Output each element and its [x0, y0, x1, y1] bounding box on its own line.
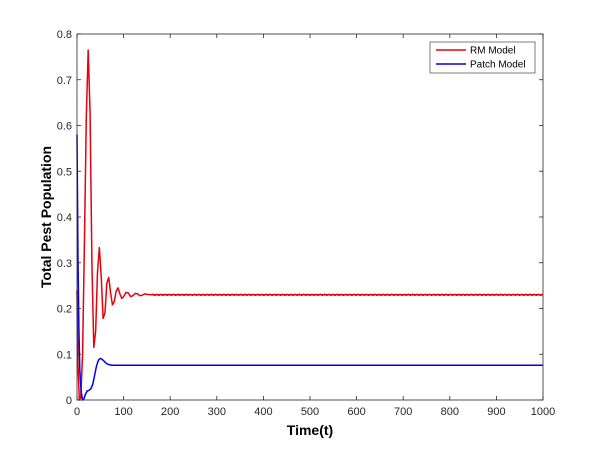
y-tick-label: 0.2 — [57, 304, 72, 316]
plot-frame — [76, 33, 544, 401]
legend-box — [429, 41, 536, 74]
y-tick-label: 0 — [66, 395, 72, 407]
y-tick-label: 0.4 — [57, 212, 72, 224]
legend: RM Model Patch Model — [429, 41, 536, 74]
x-tick-label: 500 — [301, 406, 319, 418]
x-tick-label: 100 — [114, 406, 132, 418]
x-tick-label: 700 — [394, 406, 412, 418]
x-tick-label: 400 — [254, 406, 272, 418]
x-axis-title: Time(t) — [287, 422, 333, 438]
x-tick-label: 0 — [74, 406, 80, 418]
series-line-rm-model-oscillation — [151, 293, 543, 296]
tick-layer: 0 100 200 300 400 500 600 700 800 900 1000 0 0.1 0.2 0… — [57, 29, 556, 418]
x-tick-label: 600 — [347, 406, 365, 418]
x-tick-label: 900 — [487, 406, 505, 418]
y-tick-label: 0.5 — [57, 166, 72, 178]
legend-label-patch-model: Patch Model — [470, 60, 526, 71]
y-axis-title: Total Pest Population — [38, 146, 54, 288]
y-tick-label: 0.7 — [57, 75, 72, 87]
y-tick-label: 0.1 — [57, 349, 72, 361]
x-tick-label: 300 — [208, 406, 226, 418]
x-tick-label: 200 — [161, 406, 179, 418]
y-tick-label: 0.3 — [57, 258, 72, 270]
plot-area — [77, 34, 543, 400]
x-tick-label: 1000 — [531, 406, 555, 418]
x-tick-label: 800 — [441, 406, 459, 418]
y-tick-label: 0.8 — [57, 29, 72, 41]
legend-label-rm-model: RM Model — [470, 46, 516, 57]
y-tick-label: 0.6 — [57, 121, 72, 133]
